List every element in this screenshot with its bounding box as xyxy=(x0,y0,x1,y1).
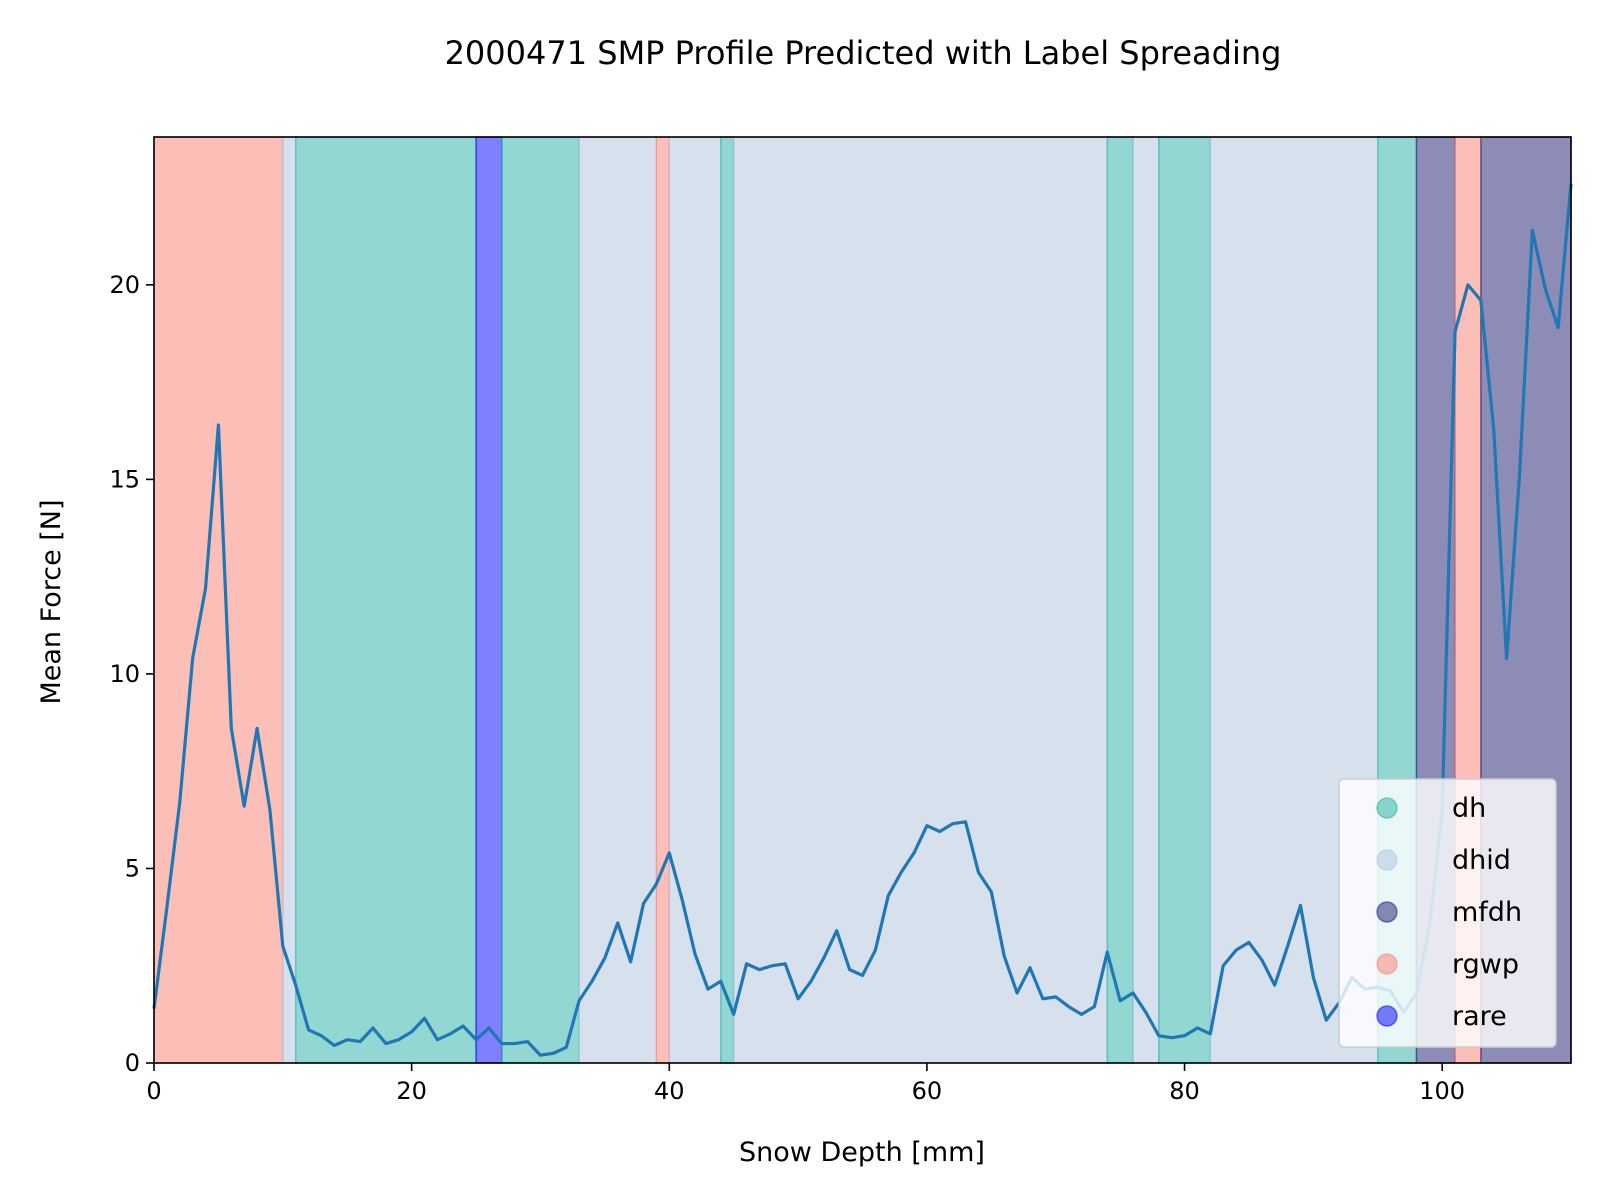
layer-band-rare xyxy=(475,136,503,1064)
layer-band-rgwp xyxy=(153,136,284,1064)
x-tick-label: 100 xyxy=(1419,1077,1465,1105)
layer-band-dh xyxy=(294,136,477,1064)
chart-title: 2000471 SMP Profile Predicted with Label… xyxy=(445,34,1282,72)
y-axis: 0 5 10 15 20 xyxy=(109,271,154,1077)
y-tick-label: 10 xyxy=(109,660,140,688)
layer-band-dh xyxy=(1158,136,1212,1064)
layer-band-dhid xyxy=(668,136,722,1064)
y-tick-label: 0 xyxy=(125,1049,140,1077)
legend-marker-mfdh xyxy=(1376,901,1398,923)
layer-band-dh xyxy=(1106,136,1134,1064)
y-tick-label: 20 xyxy=(109,271,140,299)
legend-marker-dh xyxy=(1376,797,1398,819)
layer-band-dhid xyxy=(282,136,297,1064)
layer-band-dh xyxy=(501,136,580,1064)
layer-bands xyxy=(153,136,1572,1064)
legend-label-rgwp: rgwp xyxy=(1452,949,1519,980)
legend-label-mfdh: mfdh xyxy=(1452,897,1522,928)
y-axis-label: Mean Force [N] xyxy=(36,499,67,704)
layer-band-dh xyxy=(720,136,735,1064)
layer-band-dhid xyxy=(732,136,1109,1064)
force-profile-line xyxy=(152,183,1573,1057)
plot-frame xyxy=(153,136,1572,1064)
x-tick-label: 40 xyxy=(654,1077,685,1105)
x-axis-label: Snow Depth [mm] xyxy=(739,1137,985,1168)
y-tick-label: 5 xyxy=(125,854,140,882)
x-tick-label: 60 xyxy=(912,1077,943,1105)
layer-band-rgwp xyxy=(655,136,671,1064)
x-tick-label: 80 xyxy=(1169,1077,1200,1105)
layer-band-dhid xyxy=(1132,136,1160,1064)
legend-marker-rgwp xyxy=(1376,953,1398,975)
legend: dh dhid mfdh rgwp rare xyxy=(1338,778,1557,1048)
x-axis: 0 20 40 60 80 100 xyxy=(146,1063,1465,1105)
y-tick-label: 15 xyxy=(109,465,140,493)
legend-marker-rare xyxy=(1376,1005,1398,1027)
x-tick-label: 0 xyxy=(146,1077,161,1105)
legend-box xyxy=(1338,778,1557,1048)
x-tick-label: 20 xyxy=(396,1077,427,1105)
legend-label-dh: dh xyxy=(1452,793,1486,824)
legend-label-rare: rare xyxy=(1452,1001,1507,1032)
legend-label-dhid: dhid xyxy=(1452,845,1511,876)
legend-marker-dhid xyxy=(1376,849,1398,871)
